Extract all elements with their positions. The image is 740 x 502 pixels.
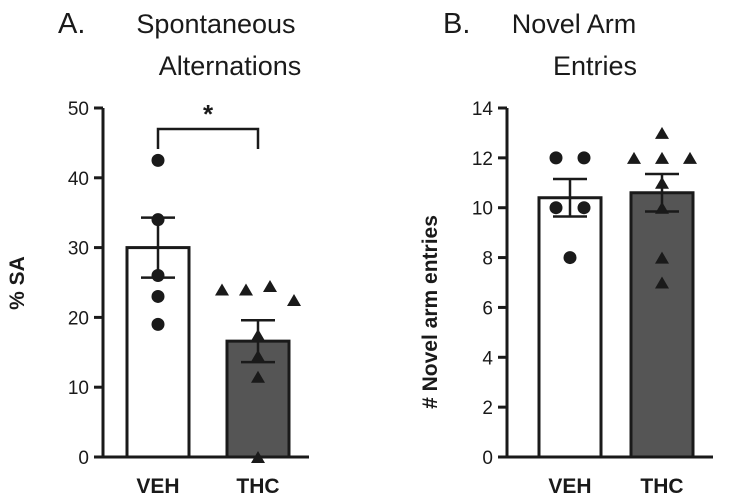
panel-a-chart: A. Spontaneous Alternations % SA 0 10 20 30…	[6, 8, 309, 498]
panel-b-title-line-2: Entries	[553, 51, 637, 81]
panel-b-data-point-thc	[627, 151, 641, 164]
panel-a-category-label-thc: THC	[236, 475, 279, 498]
panel-a-y-tick-label: 10	[68, 378, 89, 399]
panel-b-data-point-thc	[655, 201, 669, 214]
panel-b-y-tick-label: 0	[482, 448, 493, 469]
panel-a-data-point-thc	[239, 283, 253, 296]
panel-b-y-tick-label: 8	[482, 249, 493, 270]
panel-a-data-point-thc	[251, 370, 265, 383]
panel-a-significance-bracket	[156, 127, 260, 149]
panel-b-y-tick-label: 14	[472, 99, 494, 120]
panel-a-data-point-veh	[151, 269, 165, 283]
panel-a-data-point-thc	[287, 293, 301, 306]
panel-b-y-tick-label: 2	[482, 398, 493, 419]
panel-a-y-tick-label: 40	[68, 169, 89, 190]
panel-a-bar-veh	[125, 246, 191, 459]
panel-a-data-point-veh	[151, 213, 165, 227]
panel-a-category-label-veh: VEH	[136, 475, 179, 498]
panel-a-title-line-1: Spontaneous	[136, 9, 295, 39]
panel-a-y-tick-label: 50	[68, 99, 89, 120]
panel-b-data-point-thc	[655, 176, 669, 189]
panel-b-y-axis-label: # Novel arm entries	[419, 215, 442, 409]
panel-b-chart: B. Novel Arm Entries # Novel arm entries…	[419, 8, 713, 498]
panel-b-data-point-thc	[655, 251, 669, 264]
panel-b-data-point-veh	[577, 151, 591, 165]
panel-a-data-point-thc	[251, 451, 265, 463]
panel-a-significance-label: *	[203, 99, 214, 129]
panel-b-data-point-thc	[683, 151, 697, 164]
panel-b-data-point-thc	[655, 126, 669, 139]
panel-b-bar-thc	[629, 191, 695, 459]
panel-b-letter: B.	[443, 8, 470, 40]
panel-b-y-tick-label: 10	[472, 199, 493, 220]
panel-a-data-point-veh	[151, 153, 165, 167]
panel-b-data-point-veh	[549, 201, 563, 215]
panel-b-category-label-veh: VEH	[548, 475, 591, 498]
panel-b-data-point-veh	[549, 151, 563, 165]
panel-a-title-line-2: Alternations	[159, 51, 302, 81]
panel-a-data-point-thc	[251, 349, 265, 362]
panel-b-bar-veh	[537, 196, 603, 459]
panel-b-data-point-veh	[563, 251, 577, 265]
panel-b-data-point-veh	[577, 201, 591, 215]
panel-a-data-point-veh	[151, 289, 165, 303]
panel-a-y-tick-label: 20	[68, 308, 89, 329]
panel-b-y-tick-label: 6	[482, 298, 493, 319]
panel-a-y-axis-label: % SA	[6, 256, 29, 310]
panel-b-category-label-thc: THC	[640, 475, 683, 498]
panel-b-title-line-1: Novel Arm	[512, 9, 637, 39]
panel-b-y-tick-label: 12	[472, 149, 493, 170]
panel-b-y-tick-label: 4	[482, 348, 493, 369]
panel-b-data-point-thc	[655, 151, 669, 164]
panel-a-y-tick-label: 0	[78, 448, 89, 469]
panel-a-letter: A.	[58, 8, 85, 40]
panel-a-data-point-thc	[251, 328, 265, 341]
panel-a-data-point-veh	[151, 317, 165, 331]
panel-a-data-point-thc	[263, 279, 277, 292]
panel-a-y-tick-label: 30	[68, 239, 89, 260]
panel-a-data-point-thc	[215, 283, 229, 296]
panel-b-data-point-thc	[655, 276, 669, 289]
